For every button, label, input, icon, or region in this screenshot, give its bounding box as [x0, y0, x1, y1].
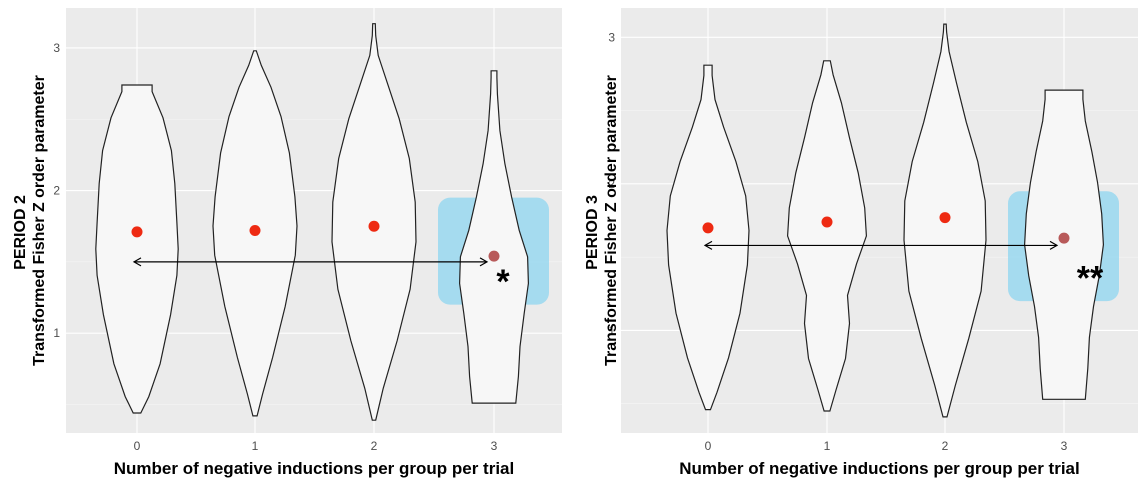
y-tick-label: 2	[608, 177, 615, 191]
mean-point-3	[1058, 232, 1070, 244]
violin-3	[458, 70, 530, 404]
violin-0	[95, 84, 179, 414]
y-axis-title-measure: Transformed Fisher Z order parameter	[31, 75, 48, 366]
y-tick-label: 1	[53, 326, 60, 340]
x-tick-label: 3	[491, 439, 498, 453]
y-axis-title-measure: Transformed Fisher Z order parameter	[603, 75, 620, 366]
x-tick-label: 0	[134, 439, 141, 453]
mean-point-1	[249, 224, 261, 236]
mean-point-0	[702, 222, 714, 234]
x-tick-label: 2	[371, 439, 378, 453]
comparison-arrow	[703, 240, 1059, 250]
x-tick-label: 0	[705, 439, 712, 453]
x-tick-label: 1	[252, 439, 259, 453]
chart-panel-1: * 1 2 3 0 1 2 3 Number of negative inductions pe…	[12, 8, 562, 478]
x-tick-label: 1	[824, 439, 831, 453]
x-axis-title: Number of negative inductions per group …	[114, 459, 515, 478]
mean-point-0	[131, 226, 143, 238]
violin-0	[666, 64, 750, 411]
significance-marker: *	[496, 263, 510, 301]
significance-marker: **	[1077, 259, 1104, 297]
x-tick-label: 2	[942, 439, 949, 453]
x-axis-title: Number of negative inductions per group …	[679, 459, 1080, 478]
chart-panel-2: ** 1 2 3 0 1 2 3 Number of negative inductions p…	[584, 8, 1138, 478]
y-axis-title-period: PERIOD 2	[12, 195, 29, 270]
y-tick-label: 1	[608, 323, 615, 337]
x-tick-label: 3	[1061, 439, 1068, 453]
y-tick-label: 2	[53, 184, 60, 198]
mean-point-2	[939, 212, 951, 224]
y-tick-label: 3	[53, 41, 60, 55]
violin-3	[1023, 89, 1105, 400]
violin-1	[786, 60, 868, 412]
mean-point-1	[821, 216, 833, 228]
y-tick-label: 3	[608, 30, 615, 44]
comparison-arrow	[132, 257, 489, 267]
mean-point-2	[368, 220, 380, 232]
y-axis-title-period: PERIOD 3	[584, 195, 601, 270]
mean-point-3	[488, 250, 500, 262]
